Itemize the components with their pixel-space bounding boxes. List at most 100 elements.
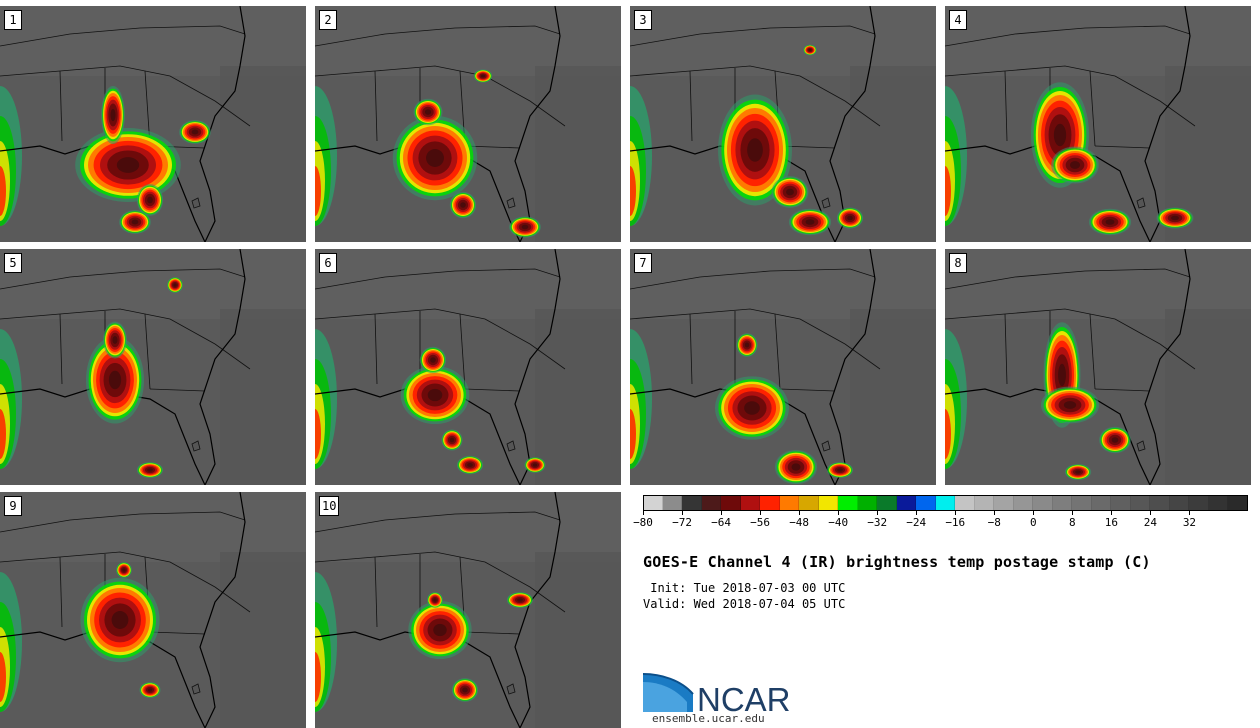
- colorbar-cell-30: [1228, 495, 1248, 511]
- storm-cell-5: [119, 210, 151, 234]
- colorbar-cell-26: [1150, 495, 1170, 511]
- ir-map-9: [0, 492, 306, 728]
- storm-cell-2: [736, 333, 758, 357]
- colorbar-cell-23: [1091, 495, 1112, 511]
- storm-cell-4: [179, 120, 211, 144]
- colorbar-cell-28: [1189, 495, 1209, 511]
- panel-1: 1: [0, 6, 306, 242]
- colorbar-tick-label: 16: [1104, 516, 1118, 529]
- storm-cell-2: [413, 98, 443, 126]
- west-convection: [0, 572, 22, 712]
- storm-cell-3: [167, 277, 183, 293]
- storm-cells: [400, 346, 546, 475]
- storm-cell-3: [449, 191, 477, 219]
- storm-cell-2: [771, 176, 809, 208]
- storm-cells: [1030, 82, 1194, 236]
- storm-cell-5: [524, 457, 546, 473]
- storm-cell-3: [136, 184, 164, 216]
- colorbar-tick-label: −72: [672, 516, 692, 529]
- colorbar-tick-mark: [955, 511, 957, 515]
- colorbar-tick-mark: [682, 511, 684, 515]
- colorbar-cell-7: [779, 495, 800, 511]
- storm-cell-2: [419, 346, 447, 374]
- ncar-logo: NCAR: [643, 673, 791, 716]
- colorbar-tick-label: −24: [906, 516, 927, 529]
- colorbar-cell-12: [877, 495, 897, 511]
- colorbar-tick-label: −40: [828, 516, 849, 529]
- storm-cell-5: [473, 69, 493, 83]
- colorbar-tick-mark: [916, 511, 918, 515]
- west-convection: [0, 86, 22, 226]
- ir-map-3: [630, 6, 936, 242]
- colorbar-tick-mark: [838, 511, 840, 515]
- colorbar-tick-label: −32: [867, 516, 888, 529]
- colorbar-tick-mark: [1111, 511, 1113, 515]
- panel-9: 9: [0, 492, 306, 728]
- colorbar-tick-label: −16: [945, 516, 966, 529]
- boundaries: [945, 6, 1196, 242]
- colorbar-cell-13: [896, 495, 917, 511]
- storm-cell-4: [509, 216, 541, 238]
- colorbar-tick-mark: [1189, 511, 1191, 515]
- storm-cell-3: [1088, 208, 1132, 236]
- colorbar-tick-label: 32: [1182, 516, 1197, 529]
- colorbar-cell-17: [974, 495, 995, 511]
- ir-map-10: [315, 492, 621, 728]
- colorbar-cell-6: [760, 495, 780, 511]
- panel-number: 2: [319, 10, 337, 30]
- colorbar-cell-8: [799, 495, 819, 511]
- colorbar-tick-label: −64: [711, 516, 731, 529]
- ir-map-2: [315, 6, 621, 242]
- west-convection: [630, 329, 652, 469]
- colorbar-tick-mark: [994, 511, 996, 515]
- panel-8: 8: [945, 249, 1251, 485]
- colorbar-cell-18: [994, 495, 1014, 511]
- colorbar-cell-19: [1013, 495, 1034, 511]
- storm-cell-4: [456, 455, 484, 475]
- panel-number: 1: [4, 10, 22, 30]
- colorbar-tick-mark: [877, 511, 879, 515]
- colorbar-tick-mark: [1150, 511, 1152, 515]
- panel-number: 8: [949, 253, 967, 273]
- storm-cells: [408, 592, 534, 702]
- colorbar-tick-label: 24: [1143, 516, 1158, 529]
- storm-cell-3: [139, 682, 161, 698]
- panel-6: 6: [315, 249, 621, 485]
- figure-title: GOES-E Channel 4 (IR) brightness temp po…: [643, 553, 1151, 571]
- colorbar: [643, 495, 1248, 511]
- panel-5: 5: [0, 249, 306, 485]
- colorbar-cell-29: [1208, 495, 1229, 511]
- storm-cell-1: [85, 336, 145, 424]
- colorbar-tick-mark: [799, 511, 801, 515]
- ir-map-8: [945, 249, 1251, 485]
- colorbar-cell-20: [1033, 495, 1053, 511]
- colorbar-cell-14: [916, 495, 936, 511]
- storm-cells: [85, 277, 183, 478]
- panel-number: 4: [949, 10, 967, 30]
- storm-cell-3: [788, 208, 832, 236]
- storm-cells: [718, 44, 864, 236]
- storm-cell-1: [400, 365, 470, 425]
- colorbar-cell-10: [838, 495, 858, 511]
- colorbar-cell-4: [721, 495, 741, 511]
- colorbar-cell-15: [935, 495, 956, 511]
- west-convection: [945, 86, 967, 226]
- valid-time: Valid: Wed 2018-07-04 05 UTC: [643, 597, 846, 611]
- storm-cell-4: [136, 462, 164, 478]
- colorbar-cell-24: [1111, 495, 1131, 511]
- west-convection: [630, 86, 652, 226]
- ir-map-4: [945, 6, 1251, 242]
- colorbar-cell-2: [682, 495, 702, 511]
- colorbar-cell-0: [643, 495, 663, 511]
- storm-cell-4: [1064, 464, 1092, 480]
- panel-2: 2: [315, 6, 621, 242]
- storm-cell-4: [826, 462, 854, 478]
- colorbar-tick-mark: [760, 511, 762, 515]
- storm-cell-4: [836, 207, 864, 229]
- panel-number: 7: [634, 253, 652, 273]
- colorbar-cell-9: [818, 495, 839, 511]
- west-convection: [315, 86, 337, 226]
- storm-cell-3: [441, 429, 463, 451]
- storm-cell-2: [101, 85, 125, 145]
- storm-cells: [1040, 322, 1131, 480]
